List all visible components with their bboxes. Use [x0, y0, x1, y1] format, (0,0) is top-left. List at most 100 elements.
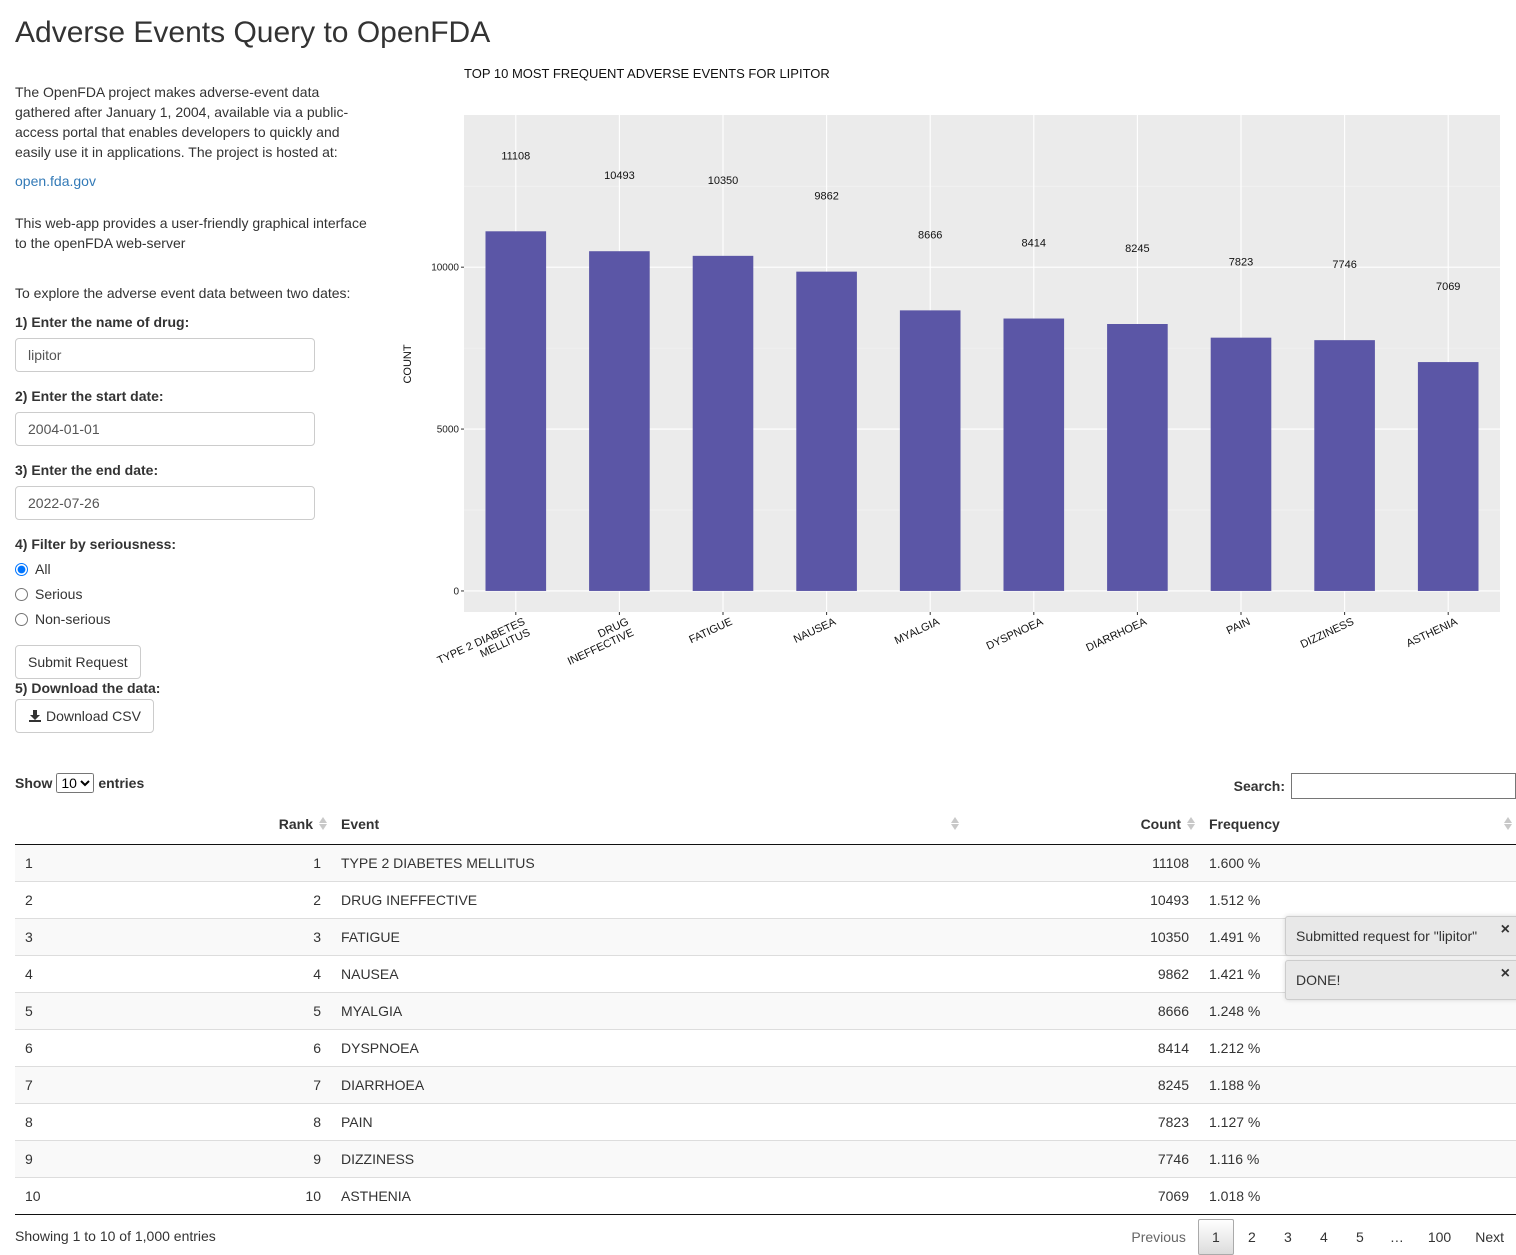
end-date-input[interactable]: [15, 486, 315, 520]
radio-label-all: All: [35, 561, 51, 577]
bar-value-label: 8414: [1022, 238, 1046, 250]
search-input[interactable]: [1291, 773, 1516, 799]
bar: [589, 251, 650, 591]
cell-index: 6: [15, 1028, 156, 1066]
download-icon: [29, 710, 41, 722]
table-row: 9 9 DIZZINESS 7746 1.116 %: [15, 1139, 1516, 1177]
x-tick-label: MYALGIA: [893, 616, 942, 647]
sort-icon: [951, 817, 959, 830]
cell-rank: 6: [156, 1028, 331, 1066]
table-row: 5 5 MYALGIA 8666 1.248 %: [15, 991, 1516, 1029]
radio-all[interactable]: [15, 562, 28, 576]
radio-option-serious[interactable]: Serious: [15, 586, 82, 602]
bar-value-label: 10350: [708, 175, 739, 187]
pagination-page-4[interactable]: 4: [1319, 1229, 1328, 1245]
pagination-next[interactable]: Next: [1475, 1229, 1504, 1245]
pagination-previous[interactable]: Previous: [1131, 1229, 1186, 1245]
y-tick-label: 0: [453, 586, 459, 597]
start-date-label: 2) Enter the start date:: [15, 388, 164, 404]
cell-count: 7746: [963, 1139, 1199, 1177]
x-tick-label-line: PAIN: [1225, 616, 1253, 637]
header-frequency[interactable]: Frequency: [1199, 805, 1516, 845]
notification-done: DONE! ×: [1285, 960, 1516, 1000]
cell-count: 8245: [963, 1065, 1199, 1103]
notification-text: Submitted request for "lipitor": [1296, 928, 1478, 944]
table-row: 10 10 ASTHENIA 7069 1.018 %: [15, 1176, 1516, 1215]
cell-count: 9862: [963, 954, 1199, 992]
cell-index: 5: [15, 991, 156, 1029]
table-row: 4 4 NAUSEA 9862 1.421 %: [15, 954, 1516, 992]
pagination-page-1[interactable]: 1: [1197, 1219, 1234, 1255]
x-tick-label: NAUSEA: [792, 616, 839, 646]
x-tick-label-line: NAUSEA: [792, 616, 839, 646]
header-event[interactable]: Event: [331, 805, 963, 845]
table-info: Showing 1 to 10 of 1,000 entries: [15, 1228, 216, 1244]
pagination-page-100[interactable]: 100: [1427, 1229, 1452, 1245]
cell-event: DIZZINESS: [331, 1139, 963, 1177]
close-icon[interactable]: ×: [1500, 921, 1510, 938]
bars: 11108 10493 10350 9862 8666 8414 8245 7823 7746 7…: [485, 150, 1479, 591]
sort-icon: [319, 817, 327, 830]
x-tick-label: DYSPNOEA: [985, 616, 1046, 653]
pagination-page-5[interactable]: 5: [1355, 1229, 1364, 1245]
cell-count: 11108: [963, 844, 1199, 881]
cell-frequency: 1.127 %: [1199, 1102, 1516, 1140]
pagination-ellipsis: …: [1389, 1229, 1404, 1245]
x-tick-label-line: DYSPNOEA: [985, 616, 1046, 653]
cell-index: 1: [15, 844, 156, 881]
start-date-input[interactable]: [15, 412, 315, 446]
bar: [485, 231, 547, 591]
bar-value-label: 7823: [1229, 257, 1253, 269]
cell-count: 10493: [963, 880, 1199, 918]
cell-count: 7823: [963, 1102, 1199, 1140]
notification-text: DONE!: [1296, 972, 1341, 988]
bar-value-label: 7746: [1332, 259, 1356, 271]
x-tick-label: PAIN: [1225, 616, 1253, 637]
header-rank[interactable]: Rank: [156, 805, 331, 845]
sort-icon: [1187, 817, 1195, 830]
length-prefix: Show: [15, 775, 53, 791]
cell-rank: 1: [156, 844, 331, 881]
header-count-label: Count: [1140, 816, 1181, 833]
pagination-page-3[interactable]: 3: [1283, 1229, 1292, 1245]
cell-frequency: 1.188 %: [1199, 1065, 1516, 1103]
header-count[interactable]: Count: [963, 805, 1199, 845]
page-title: Adverse Events Query to OpenFDA: [15, 16, 491, 49]
close-icon[interactable]: ×: [1500, 965, 1510, 982]
bar: [796, 271, 857, 591]
cell-index: 8: [15, 1102, 156, 1140]
cell-count: 8414: [963, 1028, 1199, 1066]
cell-index: 4: [15, 954, 156, 992]
x-tick-label: FATIGUE: [687, 616, 734, 646]
header-index: [15, 805, 156, 845]
radio-label-non-serious: Non-serious: [35, 611, 111, 627]
drug-name-label: 1) Enter the name of drug:: [15, 314, 190, 330]
y-axis-label: COUNT: [402, 344, 414, 383]
x-tick-label: TYPE 2 DIABETESMELLITUS: [436, 616, 533, 678]
pagination-page-2[interactable]: 2: [1247, 1229, 1256, 1245]
header-frequency-label: Frequency: [1209, 816, 1280, 833]
x-tick-label: ASTHENIA: [1405, 616, 1461, 650]
length-suffix: entries: [98, 775, 145, 791]
x-tick-label-line: DIZZINESS: [1299, 616, 1356, 651]
download-csv-button[interactable]: Download CSV: [15, 699, 154, 733]
radio-option-all[interactable]: All: [15, 561, 51, 577]
submit-request-button[interactable]: Submit Request: [15, 645, 141, 679]
entries-select[interactable]: 10: [56, 773, 95, 793]
x-tick-label-line: ASTHENIA: [1405, 616, 1461, 650]
bar-value-label: 9862: [814, 191, 838, 203]
bar: [1417, 362, 1479, 591]
cell-rank: 9: [156, 1139, 331, 1177]
y-tick-label: 5000: [437, 425, 460, 436]
bar-value-label: 10493: [604, 170, 635, 182]
radio-serious[interactable]: [15, 587, 28, 601]
drug-name-input[interactable]: [15, 338, 315, 372]
table-row: 2 2 DRUG INEFFECTIVE 10493 1.512 %: [15, 880, 1516, 918]
cell-index: 3: [15, 917, 156, 955]
radio-option-non-serious[interactable]: Non-serious: [15, 611, 110, 627]
events-table: Rank Event Count Frequency 1 1 TYPE 2 DIAB…: [15, 805, 1516, 1215]
radio-non-serious[interactable]: [15, 612, 28, 626]
table-row: 8 8 PAIN 7823 1.127 %: [15, 1102, 1516, 1140]
cell-event: PAIN: [331, 1102, 963, 1140]
openfda-link[interactable]: open.fda.gov: [15, 173, 96, 189]
